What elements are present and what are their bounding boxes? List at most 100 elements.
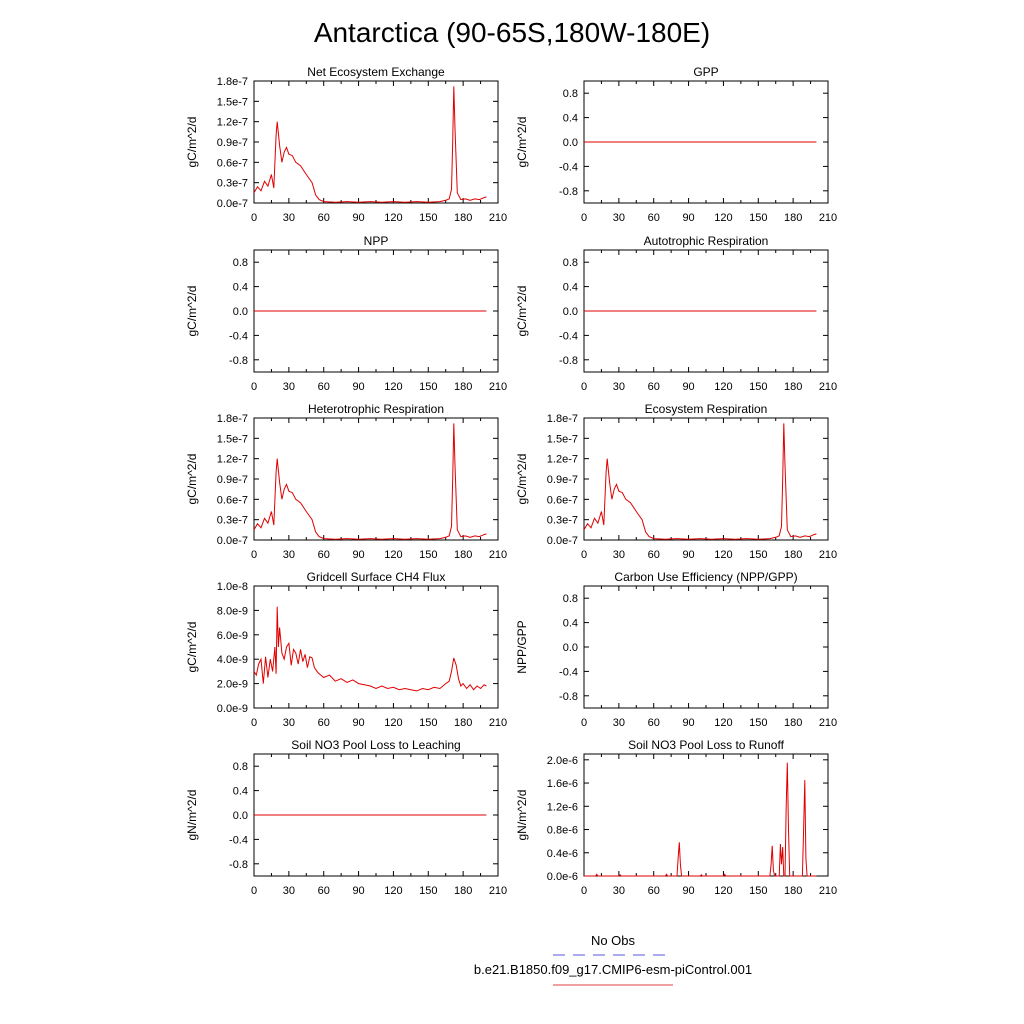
y-tick-label: 1.6e-6 [547,778,578,790]
y-tick-label: 0.4 [233,786,248,798]
y-tick-label: 0.8 [563,593,578,605]
x-tick-label: 210 [819,212,837,224]
x-tick-label: 0 [581,885,587,897]
x-tick-label: 90 [352,717,364,729]
y-tick-label: 1.8e-7 [547,413,578,425]
x-tick-label: 150 [749,212,767,224]
y-tick-label: 6.0e-9 [217,630,248,642]
y-tick-label: 0.4e-6 [547,848,578,860]
x-tick-label: 150 [419,717,437,729]
y-axis-label: gC/m^2/d [185,117,199,168]
x-tick-label: 210 [819,381,837,393]
y-tick-label: -0.8 [559,355,578,367]
x-tick-label: 30 [613,885,625,897]
x-tick-label: 120 [384,549,402,561]
x-tick-label: 30 [283,885,295,897]
y-tick-label: 0.0e-9 [217,703,248,715]
x-tick-label: 120 [384,212,402,224]
x-tick-label: 60 [648,885,660,897]
legend-label-model: b.e21.B1850.f09_g17.CMIP6-esm-piControl.… [474,962,752,977]
x-tick-label: 60 [318,885,330,897]
x-tick-label: 60 [318,549,330,561]
y-tick-label: 0.3e-7 [547,515,578,527]
panel-title: Carbon Use Efficiency (NPP/GPP) [614,570,797,584]
y-tick-label: 0.0 [563,306,578,318]
x-tick-label: 210 [489,885,507,897]
y-tick-label: -0.4 [229,834,248,846]
y-tick-label: -0.4 [559,330,578,342]
x-tick-label: 0 [581,717,587,729]
x-tick-label: 210 [489,212,507,224]
plot-frame [253,417,499,541]
x-tick-label: 0 [251,885,257,897]
y-tick-label: 1.5e-7 [547,433,578,445]
y-tick-label: -0.4 [559,161,578,173]
x-tick-label: 150 [749,717,767,729]
x-tick-label: 180 [454,212,472,224]
y-tick-label: 8.0e-9 [217,605,248,617]
panel-title: Soil NO3 Pool Loss to Runoff [628,738,785,752]
x-tick-label: 180 [784,717,802,729]
y-axis-label: gC/m^2/d [515,286,529,337]
y-tick-label: 1.8e-7 [217,413,248,425]
x-tick-label: 90 [352,381,364,393]
y-tick-label: 0.0 [233,306,248,318]
y-tick-label: 1.2e-6 [547,801,578,813]
y-tick-label: 0.8 [233,761,248,773]
x-tick-label: 120 [714,212,732,224]
x-tick-label: 30 [613,549,625,561]
panel-3: NPP gC/m^2/d 0 30 60 90 120 150 180 210 -0.8 -0.4 0.… [185,234,507,393]
x-tick-label: 180 [784,212,802,224]
y-tick-label: -0.8 [229,355,248,367]
y-tick-label: 1.8e-7 [217,76,248,88]
y-axis-label: gN/m^2/d [515,790,529,841]
x-tick-label: 60 [318,212,330,224]
x-tick-label: 30 [613,381,625,393]
panel-title: Soil NO3 Pool Loss to Leaching [291,738,460,752]
x-tick-label: 210 [489,549,507,561]
y-tick-label: 0.6e-7 [217,157,248,169]
plot-frame [583,417,829,541]
y-tick-label: 1.2e-7 [217,117,248,129]
y-tick-label: 1.5e-7 [217,433,248,445]
x-tick-label: 90 [682,549,694,561]
y-tick-label: 0.0e-7 [547,535,578,547]
panel-7: Gridcell Surface CH4 Flux gC/m^2/d 0 30 60 90… [185,570,507,729]
x-tick-label: 120 [714,549,732,561]
x-tick-label: 90 [682,212,694,224]
y-axis-label: gC/m^2/d [185,622,199,673]
panel-title: Gridcell Surface CH4 Flux [307,570,446,584]
y-tick-label: -0.4 [229,330,248,342]
x-tick-label: 90 [352,212,364,224]
x-tick-label: 210 [489,717,507,729]
panel-9: Soil NO3 Pool Loss to Leaching gN/m^2/d 0 3… [185,738,507,897]
y-tick-label: 1.2e-7 [547,454,578,466]
y-tick-label: -0.4 [559,666,578,678]
y-axis-label: gC/m^2/d [515,117,529,168]
y-tick-label: 2.0e-9 [217,679,248,691]
y-tick-label: 0.4 [233,282,248,294]
x-tick-label: 30 [283,381,295,393]
y-tick-label: 0.6e-7 [547,494,578,506]
x-tick-label: 150 [749,549,767,561]
x-tick-label: 30 [613,212,625,224]
y-axis-label: gC/m^2/d [515,454,529,505]
y-tick-label: -0.8 [229,859,248,871]
x-tick-label: 60 [318,381,330,393]
x-tick-label: 150 [419,381,437,393]
panel-2: GPP gC/m^2/d 0 30 60 90 120 150 180 210 -0.8 -0.4 0.… [515,65,837,224]
x-tick-label: 150 [749,381,767,393]
y-tick-label: 0.4 [563,113,578,125]
legend: No Obs b.e21.B1850.f09_g17.CMIP6-esm-piC… [474,933,752,986]
x-tick-label: 180 [784,381,802,393]
plot-frame [253,585,499,709]
panel-title: Heterotrophic Respiration [308,402,444,416]
x-tick-label: 180 [454,885,472,897]
y-tick-label: 0.8 [563,257,578,269]
series-line-1 [253,86,487,203]
y-tick-label: 0.3e-7 [217,178,248,190]
x-tick-label: 180 [784,549,802,561]
panel-title: Net Ecosystem Exchange [307,65,445,79]
y-axis-label: gC/m^2/d [185,286,199,337]
y-tick-label: 4.0e-9 [217,654,248,666]
